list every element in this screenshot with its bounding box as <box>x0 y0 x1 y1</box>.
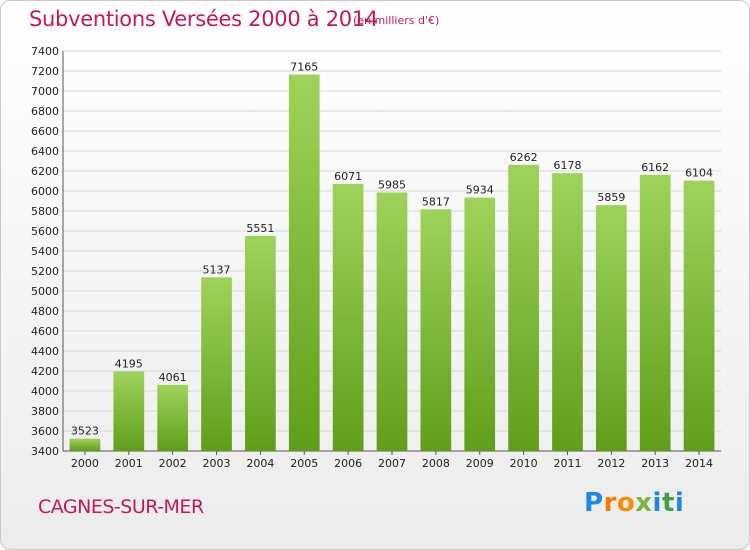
x-tick-label: 2003 <box>203 457 231 470</box>
bar-value-label: 6071 <box>334 170 362 183</box>
x-tick-label: 2008 <box>422 457 450 470</box>
y-tick-label: 7200 <box>31 65 59 78</box>
y-tick-label: 5200 <box>31 265 59 278</box>
x-tick-label: 2011 <box>553 457 581 470</box>
bar-value-label: 4061 <box>159 371 187 384</box>
commune-name: CAGNES-SUR-MER <box>38 496 204 518</box>
bar-2012 <box>595 205 627 451</box>
x-tick-label: 2012 <box>597 457 625 470</box>
y-tick-label: 4600 <box>31 325 59 338</box>
x-tick-label: 2009 <box>466 457 494 470</box>
bar-value-label: 6262 <box>510 151 538 164</box>
bar-value-label: 7165 <box>290 61 318 74</box>
x-tick-label: 2002 <box>159 457 187 470</box>
y-tick-label: 4200 <box>31 365 59 378</box>
x-tick-label: 2014 <box>685 457 713 470</box>
y-tick-label: 5600 <box>31 225 59 238</box>
y-tick-labels: 3400 3600 3800 4000 4200 4400 4600 4800 5000 5200… <box>31 45 59 458</box>
chart-unit-note: (en milliers d'€) <box>353 14 440 27</box>
chart-title: Subventions Versées 2000 à 2014 <box>29 7 378 31</box>
x-tick-label: 2006 <box>334 457 362 470</box>
y-tick-label: 4400 <box>31 345 59 358</box>
bars <box>69 74 715 452</box>
x-tick-label: 2013 <box>641 457 669 470</box>
bar-value-label: 5551 <box>246 222 274 235</box>
y-tick-label: 5800 <box>31 205 59 218</box>
bar-value-label: 3523 <box>71 425 99 438</box>
bar-value-label: 5137 <box>203 263 231 276</box>
y-tick-label: 6600 <box>31 125 59 138</box>
bar-value-labels: 3523 4195 4061 5137 5551 7165 6071 5985 5817 5934… <box>71 61 713 438</box>
x-tick-label: 2005 <box>290 457 318 470</box>
bar-2004 <box>245 235 276 451</box>
bar-2007 <box>376 192 408 451</box>
y-tick-label: 6800 <box>31 105 59 118</box>
bar-2001 <box>113 371 145 451</box>
y-tick-label: 3800 <box>31 405 59 418</box>
x-tick-label: 2010 <box>510 457 538 470</box>
bar-2010 <box>508 164 539 452</box>
bar-value-label: 5985 <box>378 179 406 192</box>
bar-2000 <box>69 438 101 451</box>
y-tick-label: 5000 <box>31 285 59 298</box>
y-tick-label: 6200 <box>31 165 59 178</box>
x-tick-labels: 2000 2001 2002 2003 2004 2005 2006 2007 2008 2009… <box>71 451 713 470</box>
x-tick-label: 2001 <box>115 457 143 470</box>
y-tick-label: 4000 <box>31 385 59 398</box>
bar-value-label: 6104 <box>685 167 713 180</box>
bar-value-label: 5859 <box>597 191 625 204</box>
bar-2006 <box>332 183 364 451</box>
bar-2003 <box>201 277 232 451</box>
bar-2013 <box>639 174 671 452</box>
bar-value-label: 6178 <box>553 159 581 172</box>
x-tick-label: 2007 <box>378 457 406 470</box>
bar-2002 <box>157 384 189 451</box>
bar-2008 <box>420 209 452 451</box>
bar-value-label: 6162 <box>641 161 669 174</box>
y-tick-label: 6000 <box>31 185 59 198</box>
x-tick-label: 2004 <box>246 457 274 470</box>
bar-value-label: 5934 <box>466 184 494 197</box>
bar-value-label: 4195 <box>115 358 143 371</box>
bar-2011 <box>552 173 583 451</box>
x-tick-label: 2000 <box>71 457 99 470</box>
y-tick-label: 3400 <box>31 445 59 458</box>
bar-2005 <box>288 74 320 451</box>
y-tick-label: 4800 <box>31 305 59 318</box>
bar-2009 <box>464 197 496 451</box>
y-tick-label: 7400 <box>31 45 59 58</box>
y-tick-label: 5400 <box>31 245 59 258</box>
y-tick-label: 7000 <box>31 85 59 98</box>
bar-2014 <box>683 180 715 451</box>
bar-value-label: 5817 <box>422 195 450 208</box>
y-tick-label: 6400 <box>31 145 59 158</box>
proxiti-logo: Proxiti <box>584 488 685 518</box>
y-tick-label: 3600 <box>31 425 59 438</box>
